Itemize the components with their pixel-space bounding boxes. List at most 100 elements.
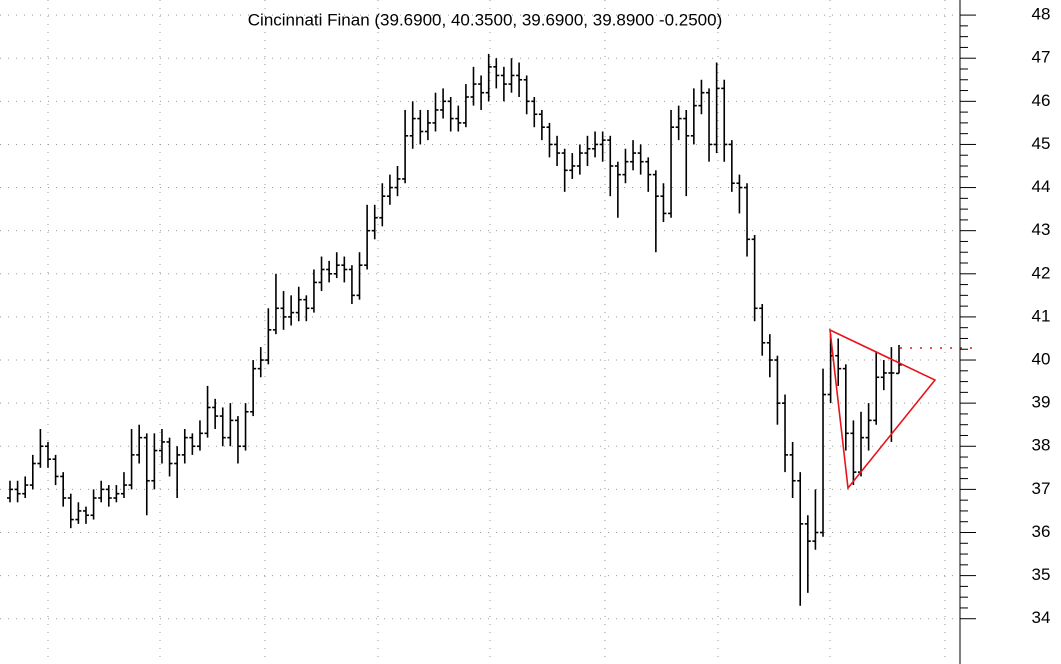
ohlc-bar [751, 234, 758, 322]
ohlc-bar [706, 88, 713, 162]
y-tick-label: 43 [1032, 220, 1051, 239]
ohlc-bar [44, 441, 51, 468]
ohlc-bar [668, 109, 675, 218]
ohlc-bar [873, 351, 880, 425]
chart-title: Cincinnati Finan (39.6900, 40.3500, 39.6… [248, 10, 722, 29]
ohlc-bar [82, 506, 89, 524]
ohlc-bar [189, 433, 196, 455]
ohlc-bar [402, 109, 409, 184]
y-tick-label: 37 [1032, 479, 1051, 498]
ohlc-bar [379, 183, 386, 227]
ohlc-bar [622, 148, 629, 184]
y-tick-label: 35 [1032, 565, 1051, 584]
ohlc-bar [888, 347, 895, 442]
ohlc-bar [478, 75, 485, 110]
plot-area [0, 14, 960, 620]
ohlc-bar [576, 144, 583, 175]
ohlc-bar [835, 338, 842, 386]
ohlc-bar [592, 131, 599, 158]
ohlc-bar [652, 170, 659, 253]
ohlc-bar [204, 385, 211, 438]
ohlc-bar [75, 502, 82, 524]
ohlc-bar [561, 148, 568, 192]
ohlc-bar [288, 295, 295, 326]
ohlc-bar [470, 66, 477, 106]
ohlc-bar [151, 433, 158, 490]
ohlc-bar [143, 433, 150, 516]
ohlc-bar [371, 204, 378, 240]
ohlc-bar [303, 295, 310, 322]
ohlc-bar [113, 485, 120, 503]
ohlc-bar [98, 480, 105, 503]
ohlc-bar [766, 334, 773, 378]
ohlc-bar [690, 88, 697, 145]
ohlc-bar [462, 84, 469, 128]
ohlc-bar [196, 420, 203, 451]
ohlc-bar [789, 441, 796, 498]
ohlc-bar [7, 480, 13, 503]
ohlc-bar [698, 79, 705, 115]
ohlc-bar [645, 157, 652, 192]
ohlc-bar [637, 144, 644, 175]
y-tick-label: 40 [1032, 350, 1051, 369]
ohlc-bar [158, 429, 165, 464]
ohlc-bar [842, 364, 849, 451]
ohlc-bar [728, 140, 735, 192]
ohlc-bar [22, 476, 29, 498]
ohlc-bar [265, 308, 272, 365]
ohlc-bar [607, 135, 614, 197]
ohlc-bar [67, 493, 74, 529]
ohlc-bar [782, 394, 789, 473]
ohlc-bar [744, 183, 751, 257]
ohlc-bar [880, 360, 887, 391]
ohlc-bar [417, 109, 424, 145]
ohlc-bar [713, 62, 720, 154]
ohlc-bar [865, 403, 872, 451]
ohlc-bar [174, 446, 181, 498]
ohlc-bar [348, 265, 355, 304]
ohlc-bar [166, 437, 173, 477]
ohlc-bar [630, 140, 637, 171]
ohlc-bar [538, 109, 545, 141]
ohlc-bar [683, 109, 690, 197]
ohlc-bar [120, 472, 127, 498]
y-tick-label: 38 [1032, 436, 1051, 455]
ohlc-bar [554, 135, 561, 166]
ohlc-bar [29, 454, 36, 490]
y-tick-label: 48 [1032, 5, 1051, 24]
ohlc-bar [455, 105, 462, 132]
ohlc-bar [447, 97, 454, 132]
ohlc-bar [326, 260, 333, 283]
ohlc-bar [584, 135, 591, 166]
y-tick-label: 45 [1032, 134, 1051, 153]
ohlc-bar [493, 58, 500, 89]
ohlc-bar [409, 101, 416, 149]
ohlc-bar [14, 480, 21, 503]
ohlc-bar [721, 79, 728, 162]
y-tick-label: 47 [1032, 48, 1051, 67]
ohlc-bar [546, 122, 553, 158]
ohlc-bar [797, 472, 804, 606]
ohlc-bar [318, 256, 325, 292]
ohlc-bar [272, 273, 279, 335]
ohlc-bar [440, 88, 447, 119]
ohlc-bar [364, 204, 371, 270]
ohlc-bar [660, 183, 667, 223]
ohlc-bar [804, 515, 811, 593]
y-tick-label: 39 [1032, 393, 1051, 412]
trend-annotation [829, 328, 975, 490]
y-tick-label: 41 [1032, 306, 1051, 325]
ohlc-bar [820, 368, 827, 537]
ohlc-bar [599, 131, 606, 162]
ohlc-bar [257, 347, 264, 378]
ohlc-bar [523, 75, 530, 115]
ohlc-bar [516, 62, 523, 98]
ohlc-bar [128, 429, 135, 490]
y-tick-label: 42 [1032, 263, 1051, 282]
ohlc-bar [212, 398, 219, 430]
ohlc-bar [394, 166, 401, 197]
ohlc-bar [242, 403, 249, 451]
ohlc-bar [219, 407, 226, 447]
